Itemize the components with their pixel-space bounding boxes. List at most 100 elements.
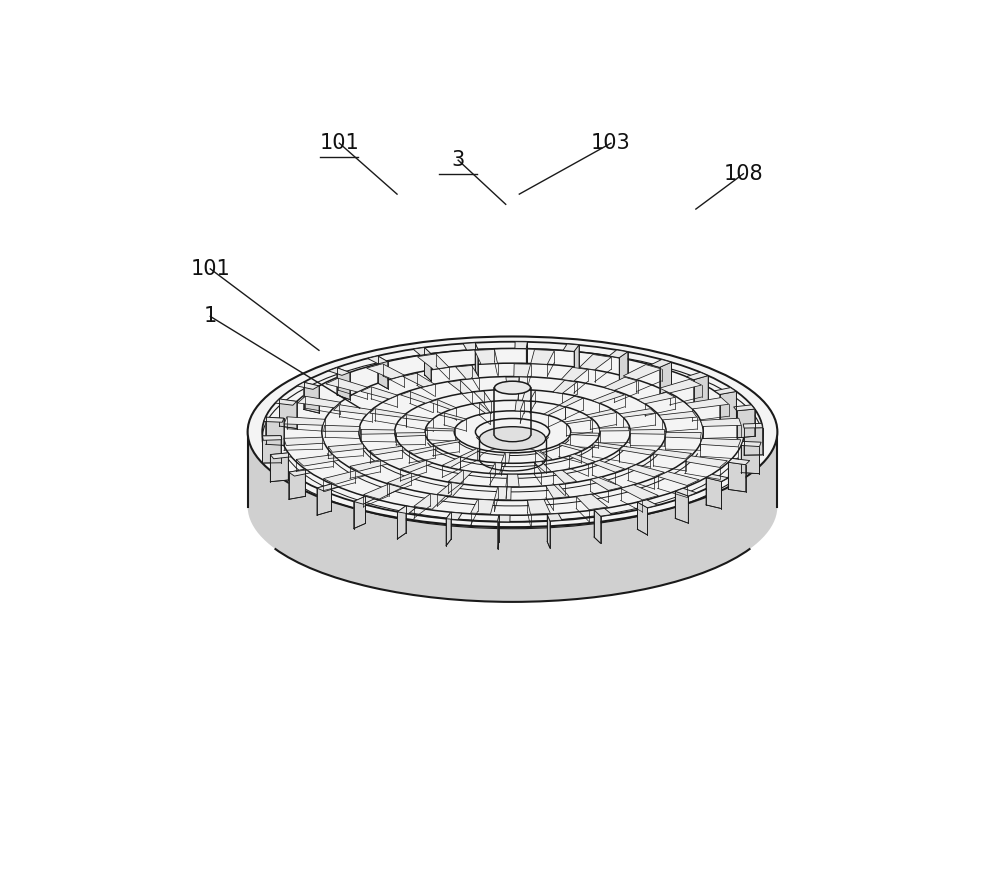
Polygon shape — [506, 475, 519, 487]
Text: 101: 101 — [319, 133, 359, 153]
Polygon shape — [659, 411, 697, 420]
Polygon shape — [741, 445, 759, 474]
Polygon shape — [442, 457, 466, 467]
Polygon shape — [284, 437, 324, 445]
Polygon shape — [475, 343, 478, 377]
Polygon shape — [570, 433, 599, 436]
Polygon shape — [638, 392, 675, 404]
Polygon shape — [623, 364, 662, 379]
Polygon shape — [734, 405, 755, 411]
Polygon shape — [653, 449, 692, 459]
Polygon shape — [728, 459, 750, 465]
Polygon shape — [527, 499, 550, 514]
Polygon shape — [675, 489, 697, 496]
Polygon shape — [402, 415, 433, 422]
Polygon shape — [743, 423, 763, 428]
Polygon shape — [414, 494, 446, 509]
Polygon shape — [448, 470, 472, 483]
Polygon shape — [526, 342, 527, 376]
Polygon shape — [675, 491, 688, 523]
Polygon shape — [651, 360, 671, 368]
Polygon shape — [621, 485, 658, 500]
Ellipse shape — [479, 427, 546, 451]
Polygon shape — [370, 446, 406, 455]
Polygon shape — [720, 392, 736, 422]
Text: 103: 103 — [591, 133, 631, 153]
Polygon shape — [323, 471, 365, 484]
Polygon shape — [700, 438, 741, 447]
Polygon shape — [561, 368, 588, 381]
Polygon shape — [475, 349, 498, 364]
Polygon shape — [514, 364, 531, 377]
Polygon shape — [275, 399, 297, 405]
Polygon shape — [471, 499, 494, 514]
Polygon shape — [324, 425, 360, 431]
Polygon shape — [694, 376, 708, 407]
Polygon shape — [430, 400, 456, 409]
Polygon shape — [289, 469, 305, 499]
Polygon shape — [396, 433, 426, 437]
Polygon shape — [515, 341, 527, 348]
Polygon shape — [737, 409, 755, 438]
Polygon shape — [448, 380, 472, 393]
Polygon shape — [400, 392, 433, 403]
Polygon shape — [686, 372, 708, 380]
Polygon shape — [446, 512, 462, 519]
Polygon shape — [437, 482, 464, 497]
Polygon shape — [535, 451, 552, 460]
Polygon shape — [297, 382, 319, 389]
Polygon shape — [559, 396, 583, 407]
Polygon shape — [397, 506, 406, 539]
Polygon shape — [248, 432, 777, 602]
Polygon shape — [266, 417, 284, 445]
Polygon shape — [367, 363, 404, 379]
Polygon shape — [337, 368, 350, 400]
Polygon shape — [361, 430, 395, 434]
Polygon shape — [413, 348, 431, 355]
Polygon shape — [354, 497, 374, 505]
Polygon shape — [586, 409, 616, 417]
Polygon shape — [630, 430, 664, 434]
Polygon shape — [563, 344, 579, 351]
Polygon shape — [326, 378, 367, 392]
Polygon shape — [619, 408, 655, 417]
Polygon shape — [387, 474, 421, 487]
Polygon shape — [728, 462, 746, 492]
Polygon shape — [317, 484, 331, 515]
Polygon shape — [569, 454, 595, 464]
Polygon shape — [460, 448, 481, 458]
Polygon shape — [592, 442, 623, 449]
Polygon shape — [498, 515, 499, 549]
Polygon shape — [592, 460, 625, 472]
Polygon shape — [660, 379, 702, 393]
Polygon shape — [284, 417, 325, 425]
Polygon shape — [546, 484, 569, 498]
Polygon shape — [270, 452, 291, 459]
Polygon shape — [637, 502, 647, 534]
Polygon shape — [590, 477, 622, 490]
Polygon shape — [363, 484, 402, 499]
Polygon shape — [328, 444, 366, 452]
Polygon shape — [685, 456, 727, 467]
Ellipse shape — [494, 381, 531, 394]
Text: 101: 101 — [190, 258, 230, 279]
Polygon shape — [498, 515, 510, 522]
Polygon shape — [417, 354, 449, 370]
Polygon shape — [701, 418, 741, 426]
Polygon shape — [403, 373, 435, 387]
Polygon shape — [463, 343, 478, 350]
Polygon shape — [604, 377, 638, 391]
Polygon shape — [628, 465, 664, 477]
Polygon shape — [433, 440, 461, 446]
Text: 1: 1 — [204, 306, 217, 326]
Polygon shape — [354, 497, 365, 528]
Polygon shape — [474, 391, 491, 402]
Polygon shape — [262, 436, 282, 440]
Polygon shape — [446, 512, 451, 546]
Polygon shape — [553, 470, 577, 483]
Polygon shape — [289, 469, 311, 476]
Polygon shape — [559, 443, 585, 451]
Polygon shape — [304, 382, 319, 413]
Polygon shape — [706, 478, 721, 509]
Polygon shape — [298, 396, 340, 407]
